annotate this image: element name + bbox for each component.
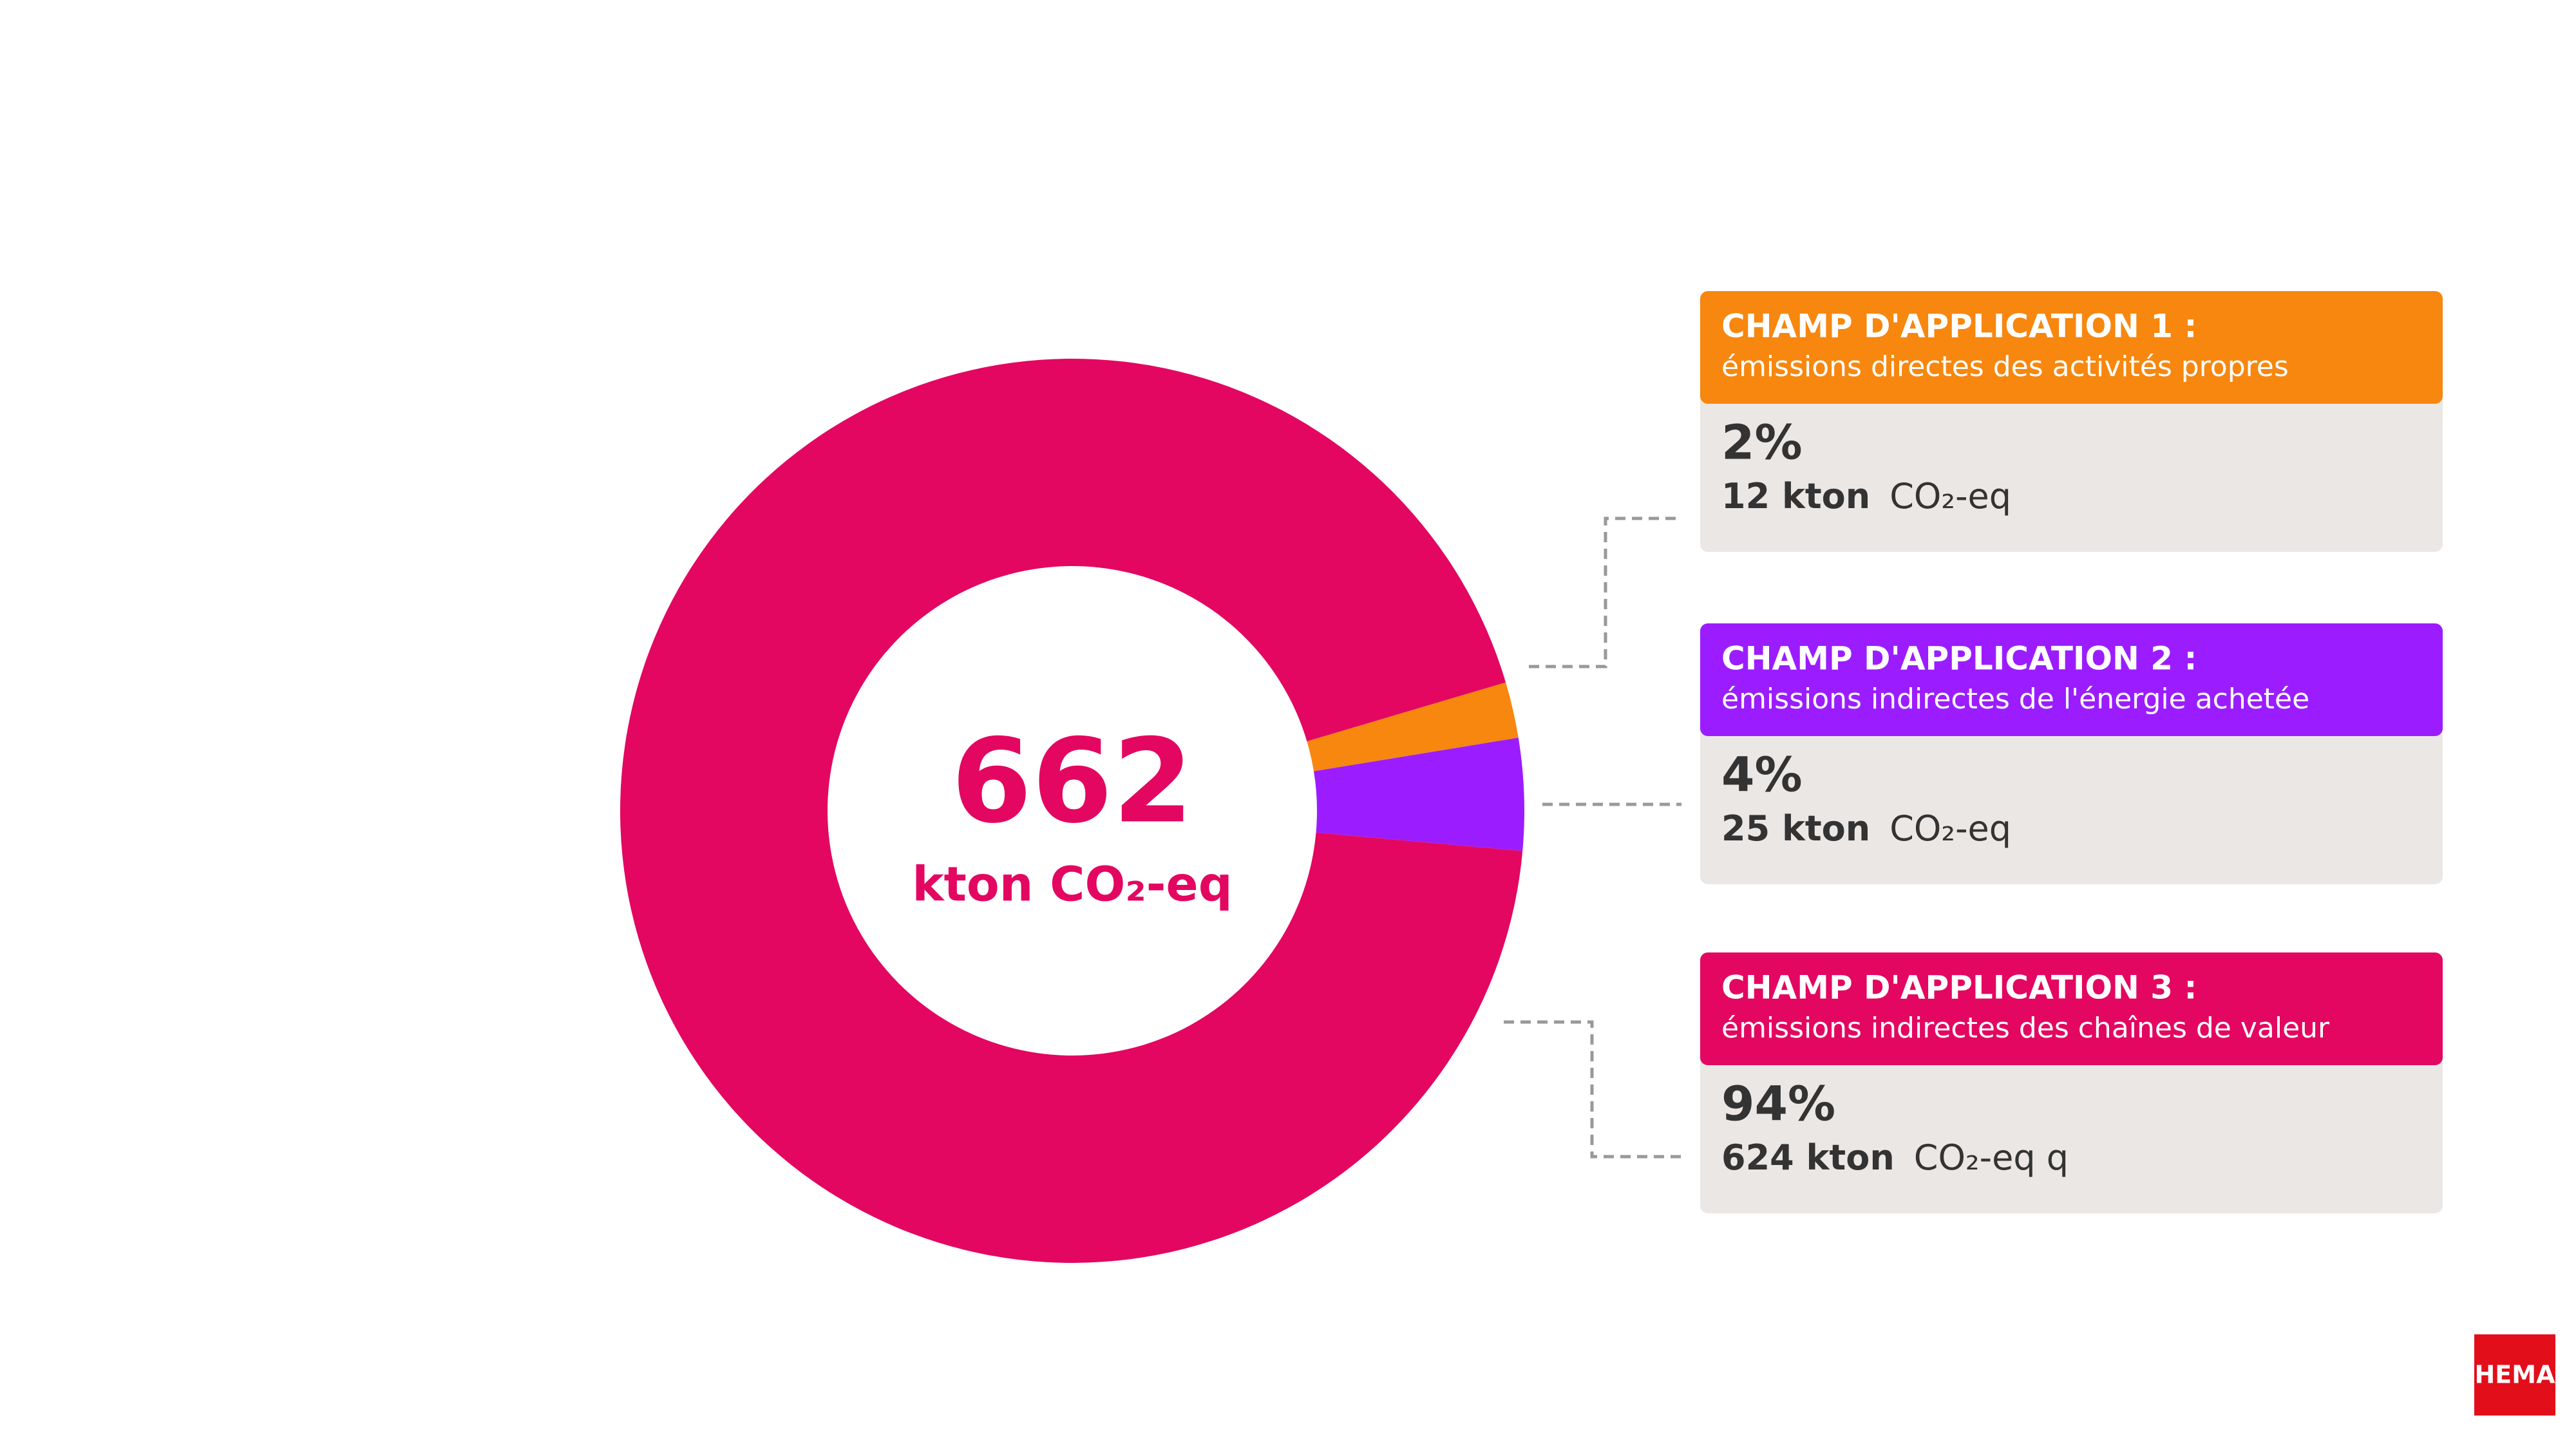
total-unit: kton CO₂-eq — [912, 857, 1232, 913]
legend-title: CHAMP D'APPLICATION 2 : — [1721, 640, 2197, 677]
legend-title: CHAMP D'APPLICATION 1 : — [1721, 308, 2197, 345]
slice — [1314, 737, 1524, 851]
amount-unit — [1880, 813, 1889, 846]
card-header — [1700, 623, 2443, 736]
legend-description: émissions indirectes des chaînes de vale… — [1721, 1012, 2330, 1045]
value-label: 94% — [1721, 1077, 1835, 1132]
amount-unit-text: CO₂-eq q — [1914, 1137, 2069, 1178]
amount-unit — [1880, 480, 1889, 513]
logo-text: HEMA — [2475, 1361, 2556, 1389]
slice — [620, 358, 1523, 1264]
value-label: 2% — [1721, 415, 1803, 471]
value-label: 4% — [1721, 748, 1803, 803]
legend-title: CHAMP D'APPLICATION 3 : — [1721, 969, 2197, 1007]
card-header — [1700, 291, 2443, 404]
amount-label: 25 kton — [1721, 808, 1870, 849]
card-header — [1700, 952, 2443, 1065]
amount-unit-text: CO₂-eq — [1889, 476, 2011, 516]
amount: 624 kton CO₂-eq q — [1721, 1137, 2069, 1178]
legend-card: CHAMP D'APPLICATION 3 : émissions indirec… — [1700, 952, 2443, 1213]
connector — [1529, 516, 1678, 668]
legend-card: CHAMP D'APPLICATION 2 : émissions indirec… — [1700, 623, 2443, 884]
amount: 12 kton CO₂-eq — [1721, 476, 2011, 516]
legend-description: émissions directes des activités propres — [1721, 350, 2289, 383]
connector — [1504, 1020, 1681, 1159]
amount-unit — [1905, 1142, 1914, 1175]
amount-unit-text: CO₂-eq — [1889, 808, 2011, 849]
total: 662 — [951, 714, 1193, 849]
legend-card: CHAMP D'APPLICATION 1 : émissions directe… — [1700, 291, 2443, 552]
amount-label: 12 kton — [1721, 476, 1870, 516]
legend-description: émissions indirectes de l'énergie acheté… — [1721, 683, 2309, 715]
logo-box — [2474, 1334, 2555, 1416]
amount-label: 624 kton — [1721, 1137, 1895, 1178]
connectors — [1504, 516, 1681, 1159]
amount: 25 kton CO₂-eq — [1721, 808, 2011, 849]
slice — [1307, 682, 1519, 772]
